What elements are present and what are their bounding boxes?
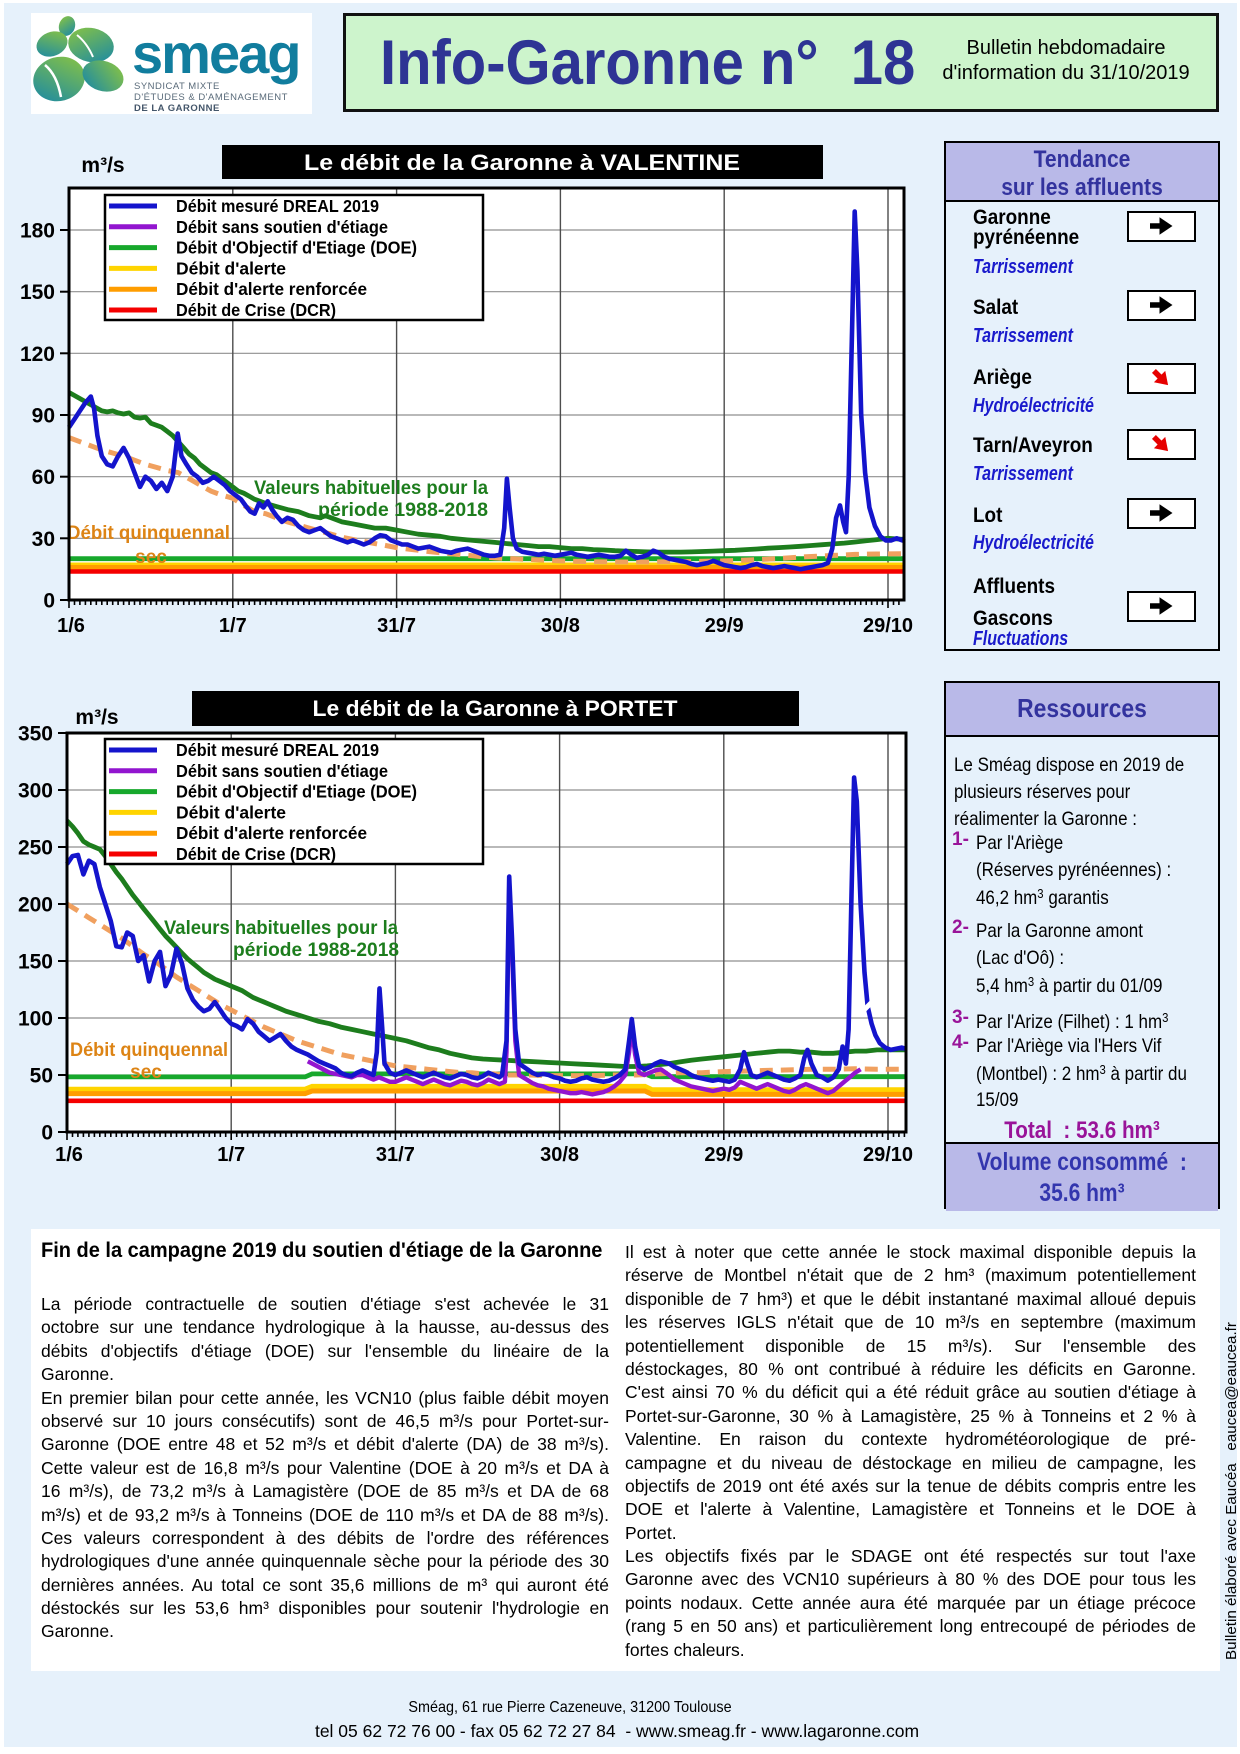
svg-text:période 1988-2018: période 1988-2018 [318,500,488,521]
svg-text:Débit sans soutien d'étiage: Débit sans soutien d'étiage [176,217,388,237]
svg-text:300: 300 [18,780,53,803]
svg-text:180: 180 [20,220,55,243]
svg-text:m³/s: m³/s [75,706,118,729]
svg-text:Valeurs habituelles pour la: Valeurs habituelles pour la [254,478,488,499]
svg-text:29/9: 29/9 [704,1144,743,1166]
svg-text:Débit quinquennal: Débit quinquennal [70,1040,228,1061]
svg-text:50: 50 [30,1065,53,1088]
svg-text:1/7: 1/7 [217,1144,245,1166]
svg-text:29/10: 29/10 [863,615,913,637]
svg-text:Débit mesuré DREAL 2019: Débit mesuré DREAL 2019 [176,196,379,216]
svg-text:350: 350 [18,723,53,746]
svg-text:Le débit de la Garonne à PORTE: Le débit de la Garonne à PORTET [313,696,679,721]
svg-text:0: 0 [41,1122,53,1145]
svg-text:150: 150 [20,281,55,304]
svg-text:1/7: 1/7 [219,615,247,637]
svg-text:Débit d'alerte: Débit d'alerte [176,802,286,822]
svg-text:31/7: 31/7 [376,1144,415,1166]
svg-text:29/9: 29/9 [705,615,744,637]
svg-text:Débit d'alerte: Débit d'alerte [176,258,286,278]
svg-text:29/10: 29/10 [863,1144,913,1166]
svg-text:smeag: smeag [132,22,299,85]
svg-text:m³/s: m³/s [81,154,124,177]
svg-text:Débit quinquennal: Débit quinquennal [67,523,230,544]
svg-text:31/7: 31/7 [377,615,416,637]
svg-text:60: 60 [32,466,55,489]
svg-text:150: 150 [18,951,53,974]
svg-text:Débit d'Objectif d'Etiage (DOE: Débit d'Objectif d'Etiage (DOE) [176,238,417,258]
svg-text:Débit mesuré DREAL 2019: Débit mesuré DREAL 2019 [176,740,379,760]
svg-text:0: 0 [43,590,55,613]
svg-text:250: 250 [18,837,53,860]
svg-text:1/6: 1/6 [55,1144,83,1166]
svg-text:Débit de Crise (DCR): Débit de Crise (DCR) [176,300,336,320]
svg-text:période 1988-2018: période 1988-2018 [233,940,399,961]
svg-text:sec: sec [135,547,167,568]
svg-text:Débit de Crise (DCR): Débit de Crise (DCR) [176,844,336,864]
svg-text:90: 90 [32,405,55,428]
svg-text:30/8: 30/8 [541,615,580,637]
svg-text:30/8: 30/8 [540,1144,579,1166]
svg-text:DE LA GARONNE: DE LA GARONNE [134,103,220,114]
svg-text:SYNDICAT MIXTE: SYNDICAT MIXTE [134,81,220,92]
svg-text:200: 200 [18,894,53,917]
svg-text:Débit d'Objectif d'Etiage (DOE: Débit d'Objectif d'Etiage (DOE) [176,782,417,802]
svg-text:100: 100 [18,1008,53,1031]
svg-text:D'ÉTUDES & D'AMÉNAGEMENT: D'ÉTUDES & D'AMÉNAGEMENT [134,92,288,103]
svg-text:120: 120 [20,343,55,366]
svg-text:Débit d'alerte renforcée: Débit d'alerte renforcée [176,823,367,843]
svg-text:30: 30 [32,528,55,551]
svg-text:Valeurs habituelles pour la: Valeurs habituelles pour la [164,918,398,939]
svg-text:Le débit de la Garonne à VALEN: Le débit de la Garonne à VALENTINE [304,150,740,175]
svg-text:Débit sans soutien d'étiage: Débit sans soutien d'étiage [176,761,388,781]
svg-text:1/6: 1/6 [57,615,85,637]
svg-text:Débit d'alerte renforcée: Débit d'alerte renforcée [176,279,367,299]
svg-text:sec: sec [130,1062,162,1083]
